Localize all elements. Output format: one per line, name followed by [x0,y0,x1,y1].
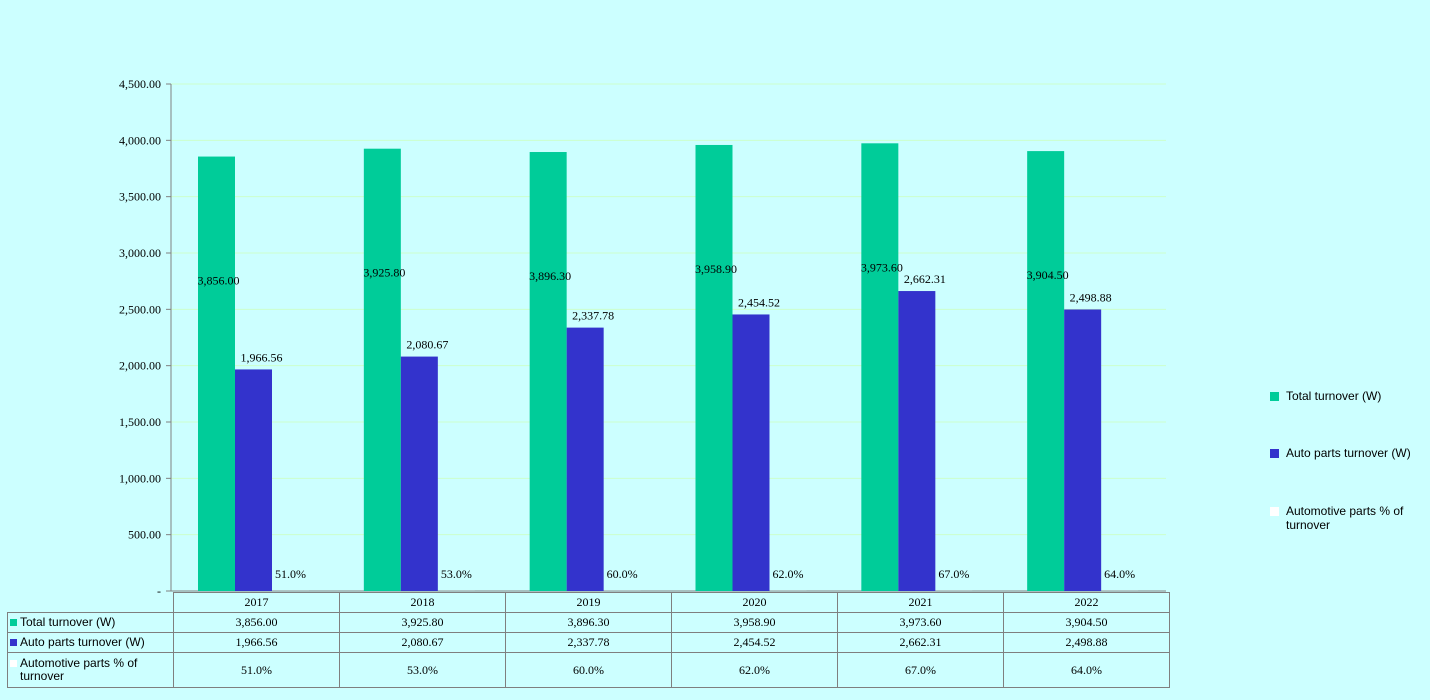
bar-auto-parts-turnover [732,314,770,591]
y-tick-label: 4,000.00 [119,133,161,147]
bar-auto-parts-turnover [1064,309,1102,591]
data-table-cell: 62.0% [671,652,838,688]
data-label-auto-parts-turnover: 1,966.56 [241,350,283,364]
data-table-category: 2022 [1003,592,1170,613]
data-table-cell: 3,973.60 [837,612,1004,633]
legend-label-automotive-parts-percent: Automotive parts % of turnover [1286,504,1404,532]
data-table-cell: 3,896.30 [505,612,672,633]
data-label-automotive-parts-percent: 53.0% [441,567,472,581]
legend-label-total-turnover: Total turnover (W) [1286,389,1382,403]
row-swatch-automotive-parts-percent [10,660,17,667]
data-label-total-turnover: 3,925.80 [363,266,405,280]
bar-total-turnover [1027,151,1065,591]
data-table-row-header: Auto parts turnover (W) [7,632,174,653]
legend-item-total-turnover: Total turnover (W) [1270,389,1430,403]
data-table-cell: 2,662.31 [837,632,1004,653]
data-table-row-header: Total turnover (W) [7,612,174,633]
data-label-automotive-parts-percent: 62.0% [773,567,804,581]
bar-total-turnover [198,156,235,592]
y-tick-label: 1,500.00 [119,415,161,429]
data-label-total-turnover: 3,973.60 [861,260,903,274]
data-table-header-row: 2017 2018 2019 2020 2021 2022 [7,592,1170,613]
y-tick-label: 500.00 [128,528,161,542]
data-table-corner [7,592,174,613]
data-table-cell: 2,337.78 [505,632,672,653]
bars [198,143,1139,592]
axes: - 500.00 1,000.00 1,500.00 2,000.00 2,500.00 3… [119,77,1166,598]
data-table-category: 2020 [671,592,838,613]
data-table-cell: 67.0% [837,652,1004,688]
y-tick-label: 1,000.00 [119,471,161,485]
data-table-cell: 64.0% [1003,652,1170,688]
data-label-auto-parts-turnover: 2,454.52 [738,295,780,309]
row-label-total-turnover: Total turnover (W) [20,615,116,629]
data-label-auto-parts-turnover: 2,337.78 [572,309,614,323]
data-table-row-automotive-parts-percent: Automotive parts % of turnover 51.0% 53.… [7,652,1170,688]
legend-label-auto-parts-turnover: Auto parts turnover (W) [1286,446,1411,460]
data-table-cell: 3,856.00 [173,612,340,633]
data-table-cell: 3,904.50 [1003,612,1170,633]
data-label-total-turnover: 3,904.50 [1027,268,1069,282]
bar-auto-parts-turnover [898,291,936,591]
y-tick-label: 2,500.00 [119,302,161,316]
y-tick-label: - [157,584,161,598]
row-swatch-total-turnover [10,619,17,626]
y-tick-label: 3,500.00 [119,190,161,204]
data-label-automotive-parts-percent: 64.0% [1104,567,1135,581]
data-table-cell: 60.0% [505,652,672,688]
data-label-automotive-parts-percent: 60.0% [607,567,638,581]
row-swatch-auto-parts-turnover [10,639,17,646]
data-label-total-turnover: 3,856.00 [198,274,240,288]
data-table-row-auto-parts-turnover: Auto parts turnover (W) 1,966.56 2,080.6… [7,632,1170,653]
data-label-auto-parts-turnover: 2,498.88 [1070,290,1112,304]
data-table-category: 2019 [505,592,672,613]
y-tick-label: 2,000.00 [119,359,161,373]
bar-total-turnover [861,143,899,591]
y-tick-label: 4,500.00 [119,77,161,91]
data-table-cell: 2,498.88 [1003,632,1170,653]
data-table-cell: 3,925.80 [339,612,506,633]
legend-item-auto-parts-turnover: Auto parts turnover (W) [1270,446,1430,460]
data-table-cell: 51.0% [173,652,340,688]
data-label-auto-parts-turnover: 2,080.67 [406,338,448,352]
data-table-cell: 53.0% [339,652,506,688]
row-label-auto-parts-turnover: Auto parts turnover (W) [20,635,145,649]
row-label-automotive-parts-percent: Automotive parts % of turnover [20,656,138,683]
legend-swatch-total-turnover [1270,392,1279,401]
data-table-category: 2018 [339,592,506,613]
legend-item-automotive-parts-percent: Automotive parts % of turnover [1270,504,1430,532]
data-label-automotive-parts-percent: 51.0% [275,567,306,581]
data-table-category: 2021 [837,592,1004,613]
data-labels: 3,856.00 1,966.56 51.0% 3,925.80 2,080.67 53.… [198,260,1136,581]
data-label-automotive-parts-percent: 67.0% [938,567,969,581]
bar-total-turnover [529,152,567,592]
gridlines [171,83,1166,536]
bar-total-turnover [695,144,733,591]
data-table-cell: 1,966.56 [173,632,340,653]
legend-swatch-automotive-parts-percent [1270,507,1279,516]
data-table: 2017 2018 2019 2020 2021 2022 Total turn… [7,592,1170,688]
bar-auto-parts-turnover [566,327,604,591]
data-table-category: 2017 [173,592,340,613]
legend-swatch-auto-parts-turnover [1270,449,1279,458]
bar-total-turnover [363,148,401,591]
data-table-cell: 2,080.67 [339,632,506,653]
data-table-row-total-turnover: Total turnover (W) 3,856.00 3,925.80 3,8… [7,612,1170,633]
data-label-auto-parts-turnover: 2,662.31 [904,272,946,286]
bar-auto-parts-turnover [400,356,438,591]
bar-auto-parts-turnover [235,369,272,591]
data-label-total-turnover: 3,896.30 [529,269,571,283]
data-table-row-header: Automotive parts % of turnover [7,652,174,688]
y-tick-label: 3,000.00 [119,246,161,260]
data-table-cell: 2,454.52 [671,632,838,653]
data-label-total-turnover: 3,958.90 [695,262,737,276]
data-table-cell: 3,958.90 [671,612,838,633]
